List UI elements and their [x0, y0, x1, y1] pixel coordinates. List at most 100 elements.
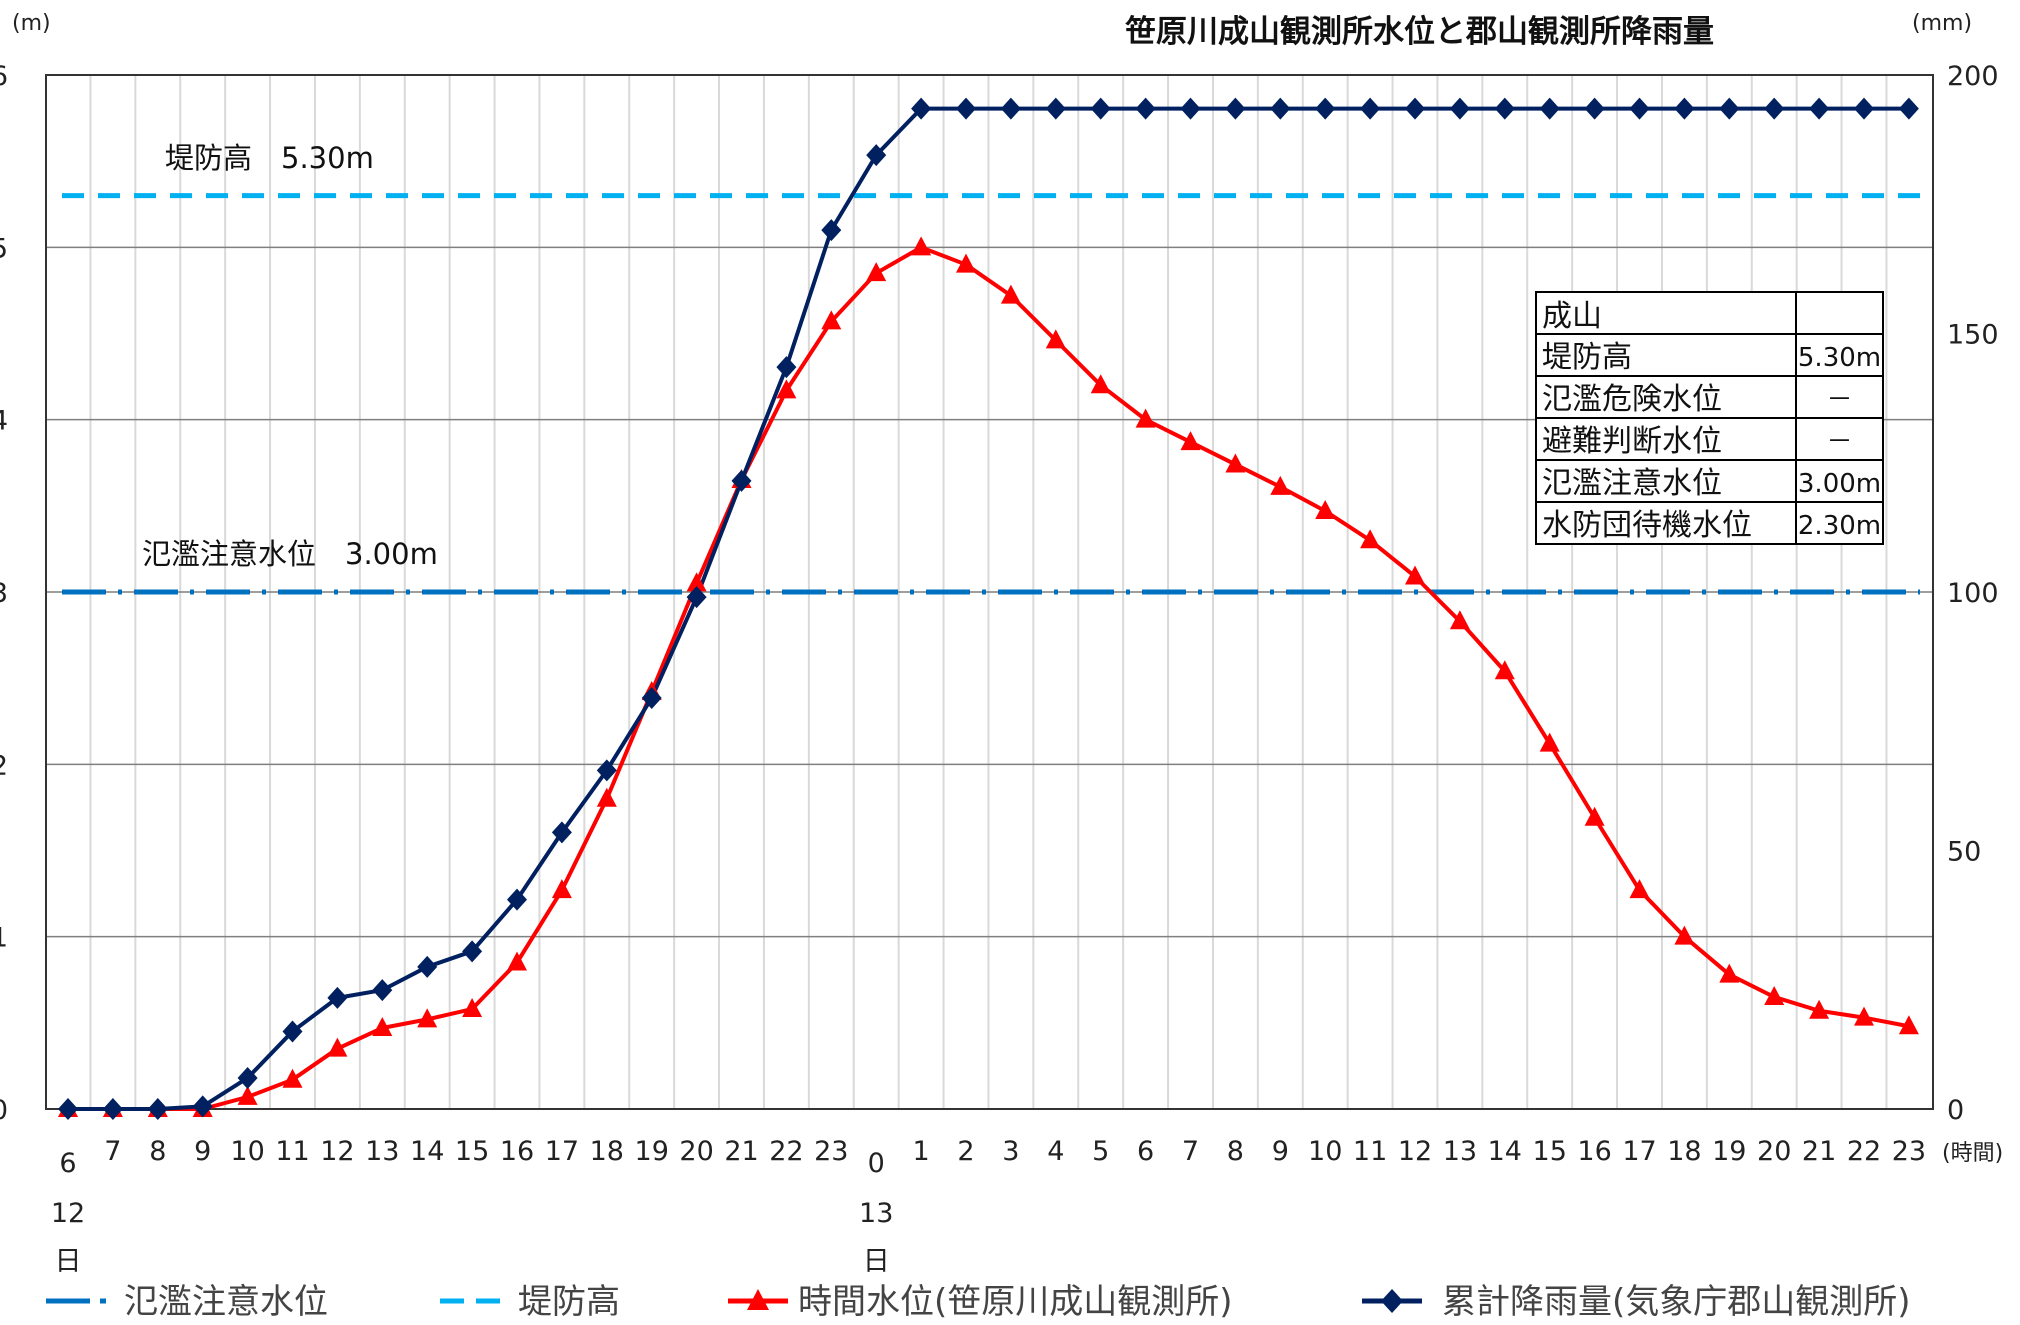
- reference-line-label: 堤防高 5.30m: [165, 141, 374, 175]
- legend: 氾濫注意水位 堤防高 時間水位(笹原川成山観測所) 累計降雨量(気象庁郡山観測所): [46, 1282, 1911, 1322]
- x-tick-label: 19: [635, 1136, 669, 1167]
- rainfall-point: [1270, 97, 1291, 120]
- left-axis-unit: (m): [12, 11, 51, 36]
- info-table-value: 3.00m: [1798, 469, 1881, 499]
- rainfall-point: [776, 356, 797, 379]
- rainfall-point: [1719, 97, 1740, 120]
- x-tick-label: 23: [1892, 1136, 1926, 1167]
- water-level-point: [1764, 985, 1785, 1005]
- water-level-point: [1270, 475, 1291, 495]
- reference-lines: 氾濫注意水位 3.00m 堤防高 5.30m: [62, 141, 1920, 595]
- water-level-point: [1584, 806, 1605, 826]
- x-axis-label: (時間): [1942, 1141, 2003, 1166]
- water-level-point: [237, 1085, 258, 1105]
- axes: 0123456050100150200678910111213141516171…: [0, 61, 1999, 1277]
- water-level-point: [1449, 610, 1470, 630]
- x-tick-label: 11: [1353, 1136, 1387, 1167]
- water-level-point: [821, 310, 842, 330]
- rainfall-point: [956, 97, 976, 120]
- rainfall-point: [507, 888, 527, 911]
- x-tick-label: 6: [1137, 1136, 1154, 1167]
- rainfall-point: [1809, 97, 1830, 120]
- rainfall-point: [192, 1095, 213, 1118]
- rainfall-point: [551, 821, 572, 844]
- legend-label: 堤防高: [518, 1282, 620, 1322]
- x-tick-label: 17: [545, 1136, 579, 1167]
- x-tick-label: 19: [1712, 1136, 1746, 1167]
- rainfall-point: [1315, 97, 1336, 120]
- reference-line-label: 氾濫注意水位 3.00m: [142, 537, 438, 571]
- rainfall-point: [1764, 97, 1785, 120]
- legend-label: 累計降雨量(気象庁郡山観測所): [1442, 1282, 1911, 1322]
- day-unit-label: 日: [55, 1246, 82, 1277]
- info-table-value: 2.30m: [1798, 511, 1881, 541]
- rainfall-point: [686, 586, 707, 609]
- water-level-point: [1315, 500, 1336, 520]
- legend-label: 時間水位(笹原川成山観測所): [798, 1282, 1233, 1322]
- x-tick-label: 15: [455, 1136, 489, 1167]
- rainfall-point: [1135, 97, 1156, 120]
- rainfall-point: [1225, 97, 1246, 120]
- water-level-point: [1225, 453, 1246, 473]
- rainfall-point: [372, 979, 393, 1002]
- water-level-point: [1854, 1006, 1874, 1026]
- x-tick-label: 13: [365, 1136, 399, 1167]
- x-tick-label: 4: [1047, 1136, 1064, 1167]
- legend-label: 氾濫注意水位: [124, 1282, 328, 1322]
- x-tick-label: 7: [104, 1136, 121, 1167]
- right-tick-label: 50: [1947, 837, 1981, 868]
- info-table-label: 氾濫注意水位: [1542, 466, 1722, 501]
- water-level-point: [1898, 1015, 1919, 1035]
- x-tick-label: 23: [814, 1136, 848, 1167]
- rainfall-point: [1045, 97, 1066, 120]
- water-level-point: [911, 236, 932, 256]
- x-tick-label: 10: [1308, 1136, 1342, 1167]
- rainfall-point: [641, 686, 662, 709]
- x-tick-label: 9: [194, 1136, 211, 1167]
- x-tick-label: 18: [1667, 1136, 1701, 1167]
- x-tick-label: 8: [149, 1136, 166, 1167]
- x-tick-label: 9: [1272, 1136, 1289, 1167]
- rainfall-point: [1584, 97, 1605, 120]
- right-axis-unit: (mm): [1912, 11, 1972, 36]
- info-table-label: 避難判断水位: [1542, 424, 1722, 459]
- rainfall-point: [1674, 97, 1695, 120]
- rainfall-point: [731, 469, 752, 492]
- x-tick-label: 20: [1757, 1136, 1791, 1167]
- x-tick-label: 2: [957, 1136, 974, 1167]
- water-level-point: [1360, 529, 1381, 549]
- water-level-point: [1135, 408, 1156, 428]
- rainfall-point: [596, 759, 617, 782]
- left-tick-label: 6: [0, 61, 8, 92]
- legend-triangle-marker: [747, 1289, 769, 1310]
- x-tick-label: 6: [59, 1148, 76, 1179]
- water-level-point: [1809, 999, 1830, 1019]
- water-level-point: [282, 1068, 303, 1088]
- rainfall-point: [1898, 97, 1919, 120]
- info-table-value: －: [1826, 427, 1852, 457]
- x-tick-label: 12: [320, 1136, 354, 1167]
- rainfall-point: [1180, 97, 1201, 120]
- rainfall-point: [1449, 97, 1470, 120]
- right-tick-label: 150: [1947, 320, 1999, 351]
- grid: [46, 74, 1933, 1110]
- x-tick-label: 17: [1622, 1136, 1656, 1167]
- x-tick-label: 21: [1802, 1136, 1836, 1167]
- rainfall-point: [1629, 97, 1650, 120]
- legend-diamond-marker: [1381, 1289, 1403, 1313]
- info-table-value: －: [1826, 385, 1852, 415]
- x-tick-label: 14: [1488, 1136, 1522, 1167]
- water-level-point: [1180, 431, 1201, 451]
- day-label: 13: [859, 1198, 893, 1229]
- rainfall-point: [1539, 97, 1560, 120]
- water-level-point: [1045, 329, 1066, 349]
- x-tick-label: 14: [410, 1136, 444, 1167]
- water-level-point: [462, 998, 483, 1018]
- rainfall-point: [147, 1098, 168, 1120]
- water-level-point: [1719, 963, 1740, 983]
- rainfall-point: [1494, 97, 1515, 120]
- x-tick-label: 7: [1182, 1136, 1199, 1167]
- water-level-point: [1674, 925, 1695, 945]
